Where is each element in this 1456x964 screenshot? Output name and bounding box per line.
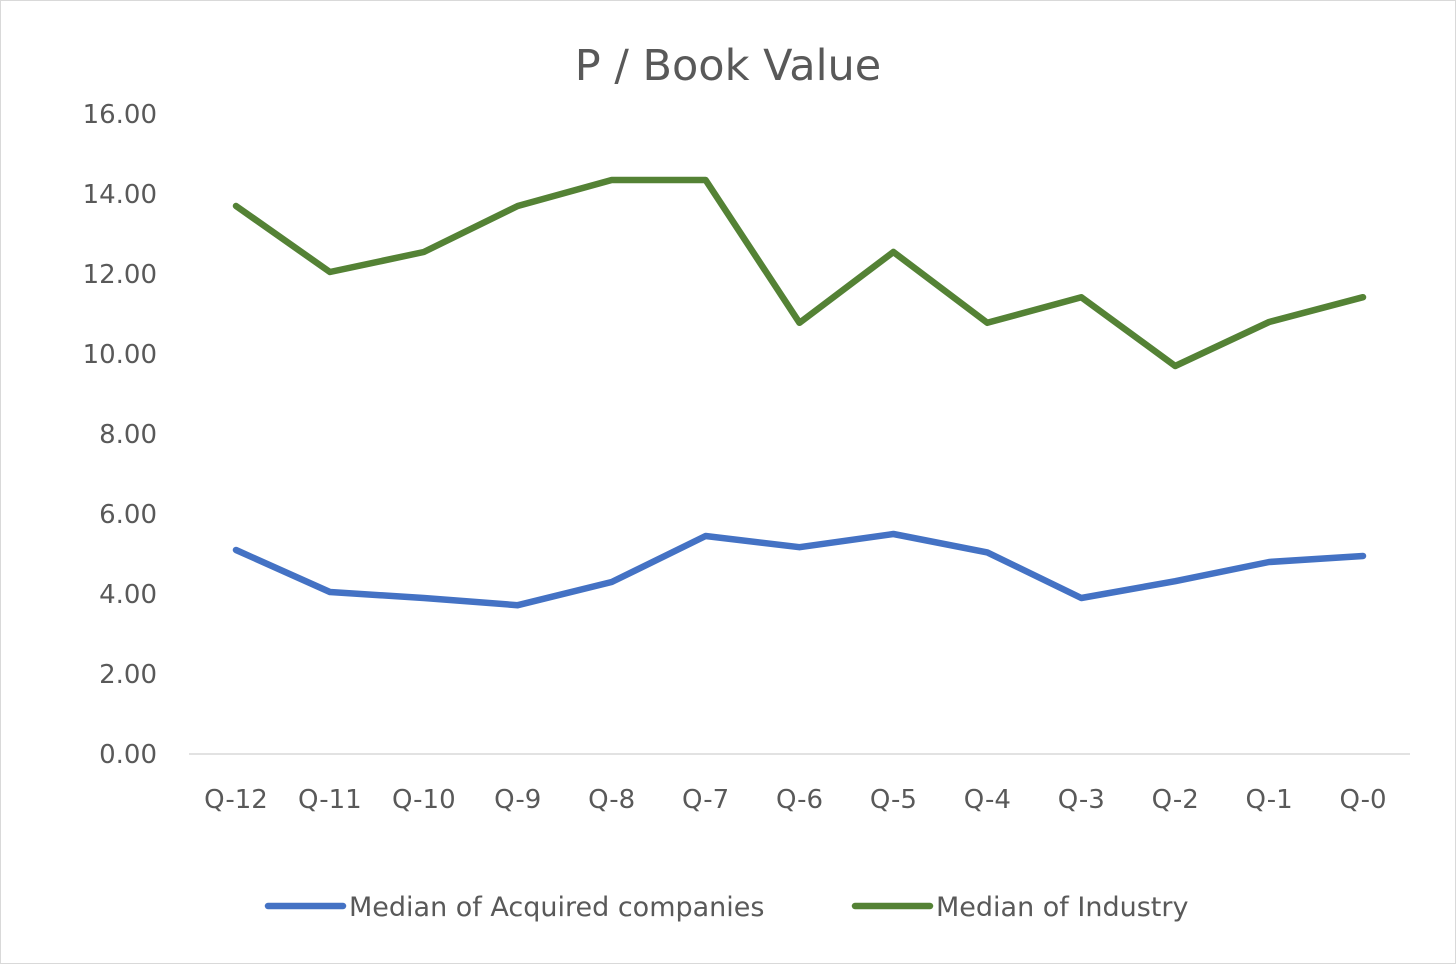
x-tick-label: Q-3	[1058, 785, 1105, 815]
x-tick-label: Q-12	[204, 785, 268, 815]
y-tick-label: 16.00	[83, 100, 157, 130]
y-axis-labels: 0.00 2.00 4.00 6.00 8.00 10.00 12.00 14.00 16.00	[83, 100, 157, 770]
x-tick-label: Q-2	[1152, 785, 1199, 815]
y-tick-label: 2.00	[99, 660, 157, 690]
y-tick-label: 0.00	[99, 740, 157, 770]
y-tick-label: 6.00	[99, 500, 157, 530]
x-tick-label: Q-8	[588, 785, 635, 815]
series-line-2	[232, 176, 1367, 370]
series-line-1	[232, 530, 1367, 609]
chart-title: P / Book Value	[575, 41, 882, 91]
x-axis-labels: Q-12 Q-11 Q-10 Q-9 Q-8 Q-7 Q-6 Q-5 Q-4 Q-3 Q-2 Q-1 Q…	[204, 785, 1386, 815]
series-group	[232, 176, 1367, 609]
y-tick-label: 10.00	[83, 340, 157, 370]
x-tick-label: Q-6	[776, 785, 823, 815]
legend-label-2: Median of Industry	[936, 892, 1188, 923]
legend-label-1: Median of Acquired companies	[349, 892, 764, 923]
y-tick-label: 4.00	[99, 580, 157, 610]
y-tick-label: 8.00	[99, 420, 157, 450]
x-tick-label: Q-4	[964, 785, 1011, 815]
x-tick-label: Q-1	[1246, 785, 1293, 815]
x-tick-label: Q-10	[392, 785, 456, 815]
y-tick-label: 12.00	[83, 260, 157, 290]
y-tick-label: 14.00	[83, 180, 157, 210]
legend: Median of Acquired companies Median of In…	[264, 892, 1188, 923]
x-tick-label: Q-0	[1339, 785, 1386, 815]
x-tick-label: Q-7	[682, 785, 729, 815]
x-tick-label: Q-11	[298, 785, 362, 815]
x-tick-label: Q-5	[870, 785, 917, 815]
x-tick-label: Q-9	[494, 785, 541, 815]
